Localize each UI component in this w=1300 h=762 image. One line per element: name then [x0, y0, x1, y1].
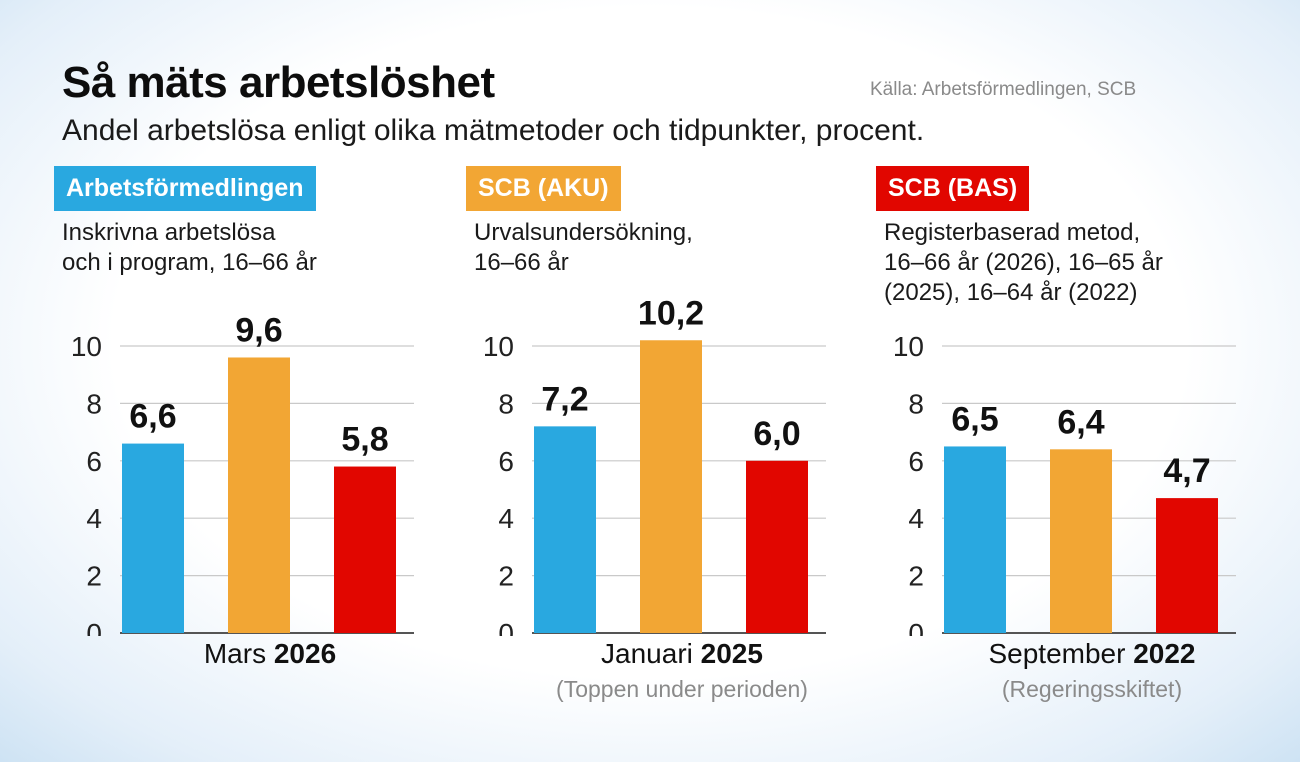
method-description-af: Inskrivna arbetslösa och i program, 16–6…: [62, 218, 402, 278]
period-label: Mars 2026: [120, 638, 420, 670]
bar: [640, 340, 702, 633]
method-desc-line: Urvalsundersökning,: [474, 219, 693, 246]
data-label: 9,6: [235, 311, 282, 349]
y-tick-label: 8: [908, 388, 924, 419]
method-badge-bas: SCB (BAS): [876, 166, 1030, 211]
period-label: September 2022: [942, 638, 1242, 670]
y-tick-label: 4: [86, 503, 102, 534]
bar: [228, 357, 290, 633]
y-tick-label: 0: [86, 618, 102, 636]
y-tick-label: 6: [908, 446, 924, 477]
bar: [334, 466, 396, 633]
chart-title: Så mäts arbetslöshet: [62, 58, 495, 107]
bar: [746, 460, 808, 633]
y-tick-label: 8: [86, 388, 102, 419]
bar: [122, 443, 184, 633]
y-tick-label: 6: [86, 446, 102, 477]
bar-chart-2026: 0 2 4 6 8 10 6,6 9,6 5,8: [71, 311, 414, 636]
period-year: 2022: [1133, 638, 1196, 669]
y-tick-label: 10: [893, 331, 924, 362]
y-tick-label: 2: [498, 561, 514, 592]
method-badge-af: Arbetsförmedlingen: [54, 166, 316, 211]
data-label: 7,2: [541, 380, 588, 418]
period-note: (Toppen under perioden): [556, 676, 808, 702]
method-description-aku: Urvalsundersökning, 16–66 år: [474, 218, 814, 278]
data-label: 6,0: [753, 415, 800, 453]
data-label: 6,4: [1057, 403, 1104, 441]
period-month: September: [988, 638, 1126, 669]
data-label: 5,8: [341, 421, 388, 459]
source-note: Källa: Arbetsförmedlingen, SCB: [870, 79, 1137, 100]
y-tick-label: 4: [498, 503, 514, 534]
bar: [1156, 498, 1218, 633]
method-desc-line: Registerbaserad metod,: [884, 219, 1141, 246]
data-label: 6,6: [129, 398, 176, 436]
y-tick-label: 4: [908, 503, 924, 534]
method-desc-line: och i program, 16–66 år: [62, 249, 317, 276]
data-label: 10,2: [638, 294, 704, 332]
method-desc-line: (2025), 16–64 år (2022): [884, 279, 1138, 306]
method-badge-aku: SCB (AKU): [466, 166, 621, 211]
method-desc-line: 16–66 år (2026), 16–65 år: [884, 249, 1163, 276]
period-note: (Regeringsskiftet): [1001, 676, 1183, 702]
y-tick-label: 6: [498, 446, 514, 477]
data-label: 6,5: [951, 400, 998, 438]
period-year: 2025: [700, 638, 763, 669]
method-desc-line: 16–66 år: [474, 249, 569, 276]
panel-scb-bas: SCB (BAS) Registerbaserad metod, 16–66 å…: [876, 166, 1296, 726]
chart-subtitle: Andel arbetslösa enligt olika mätmetoder…: [62, 114, 925, 147]
period-month: Januari: [601, 638, 693, 669]
data-label: 4,7: [1163, 452, 1210, 490]
bar: [944, 446, 1006, 633]
bar: [1050, 449, 1112, 633]
bar: [534, 426, 596, 633]
method-description-bas: Registerbaserad metod, 16–66 år (2026), …: [884, 218, 1224, 308]
y-tick-label: 10: [71, 331, 102, 362]
y-tick-label: 2: [86, 561, 102, 592]
bar-chart-2022: 0 2 4 6 8 10 6,5 6,4 4,7: [893, 331, 1236, 636]
panel-scb-aku: SCB (AKU) Urvalsundersökning, 16–66 år 0…: [466, 166, 886, 726]
y-tick-label: 10: [483, 331, 514, 362]
bar-chart-2025: 0 2 4 6 8 10 7,2 10,2 6,0: [483, 294, 826, 636]
method-desc-line: Inskrivna arbetslösa: [62, 219, 276, 246]
period-label: Januari 2025: [532, 638, 832, 670]
period-year: 2026: [273, 638, 337, 669]
period-month: Mars: [203, 638, 267, 669]
y-tick-label: 8: [498, 388, 514, 419]
panel-arbetsformedlingen: Arbetsförmedlingen Inskrivna arbetslösa …: [54, 166, 474, 726]
y-tick-label: 0: [498, 618, 514, 636]
y-tick-label: 2: [908, 561, 924, 592]
y-tick-label: 0: [908, 618, 924, 636]
